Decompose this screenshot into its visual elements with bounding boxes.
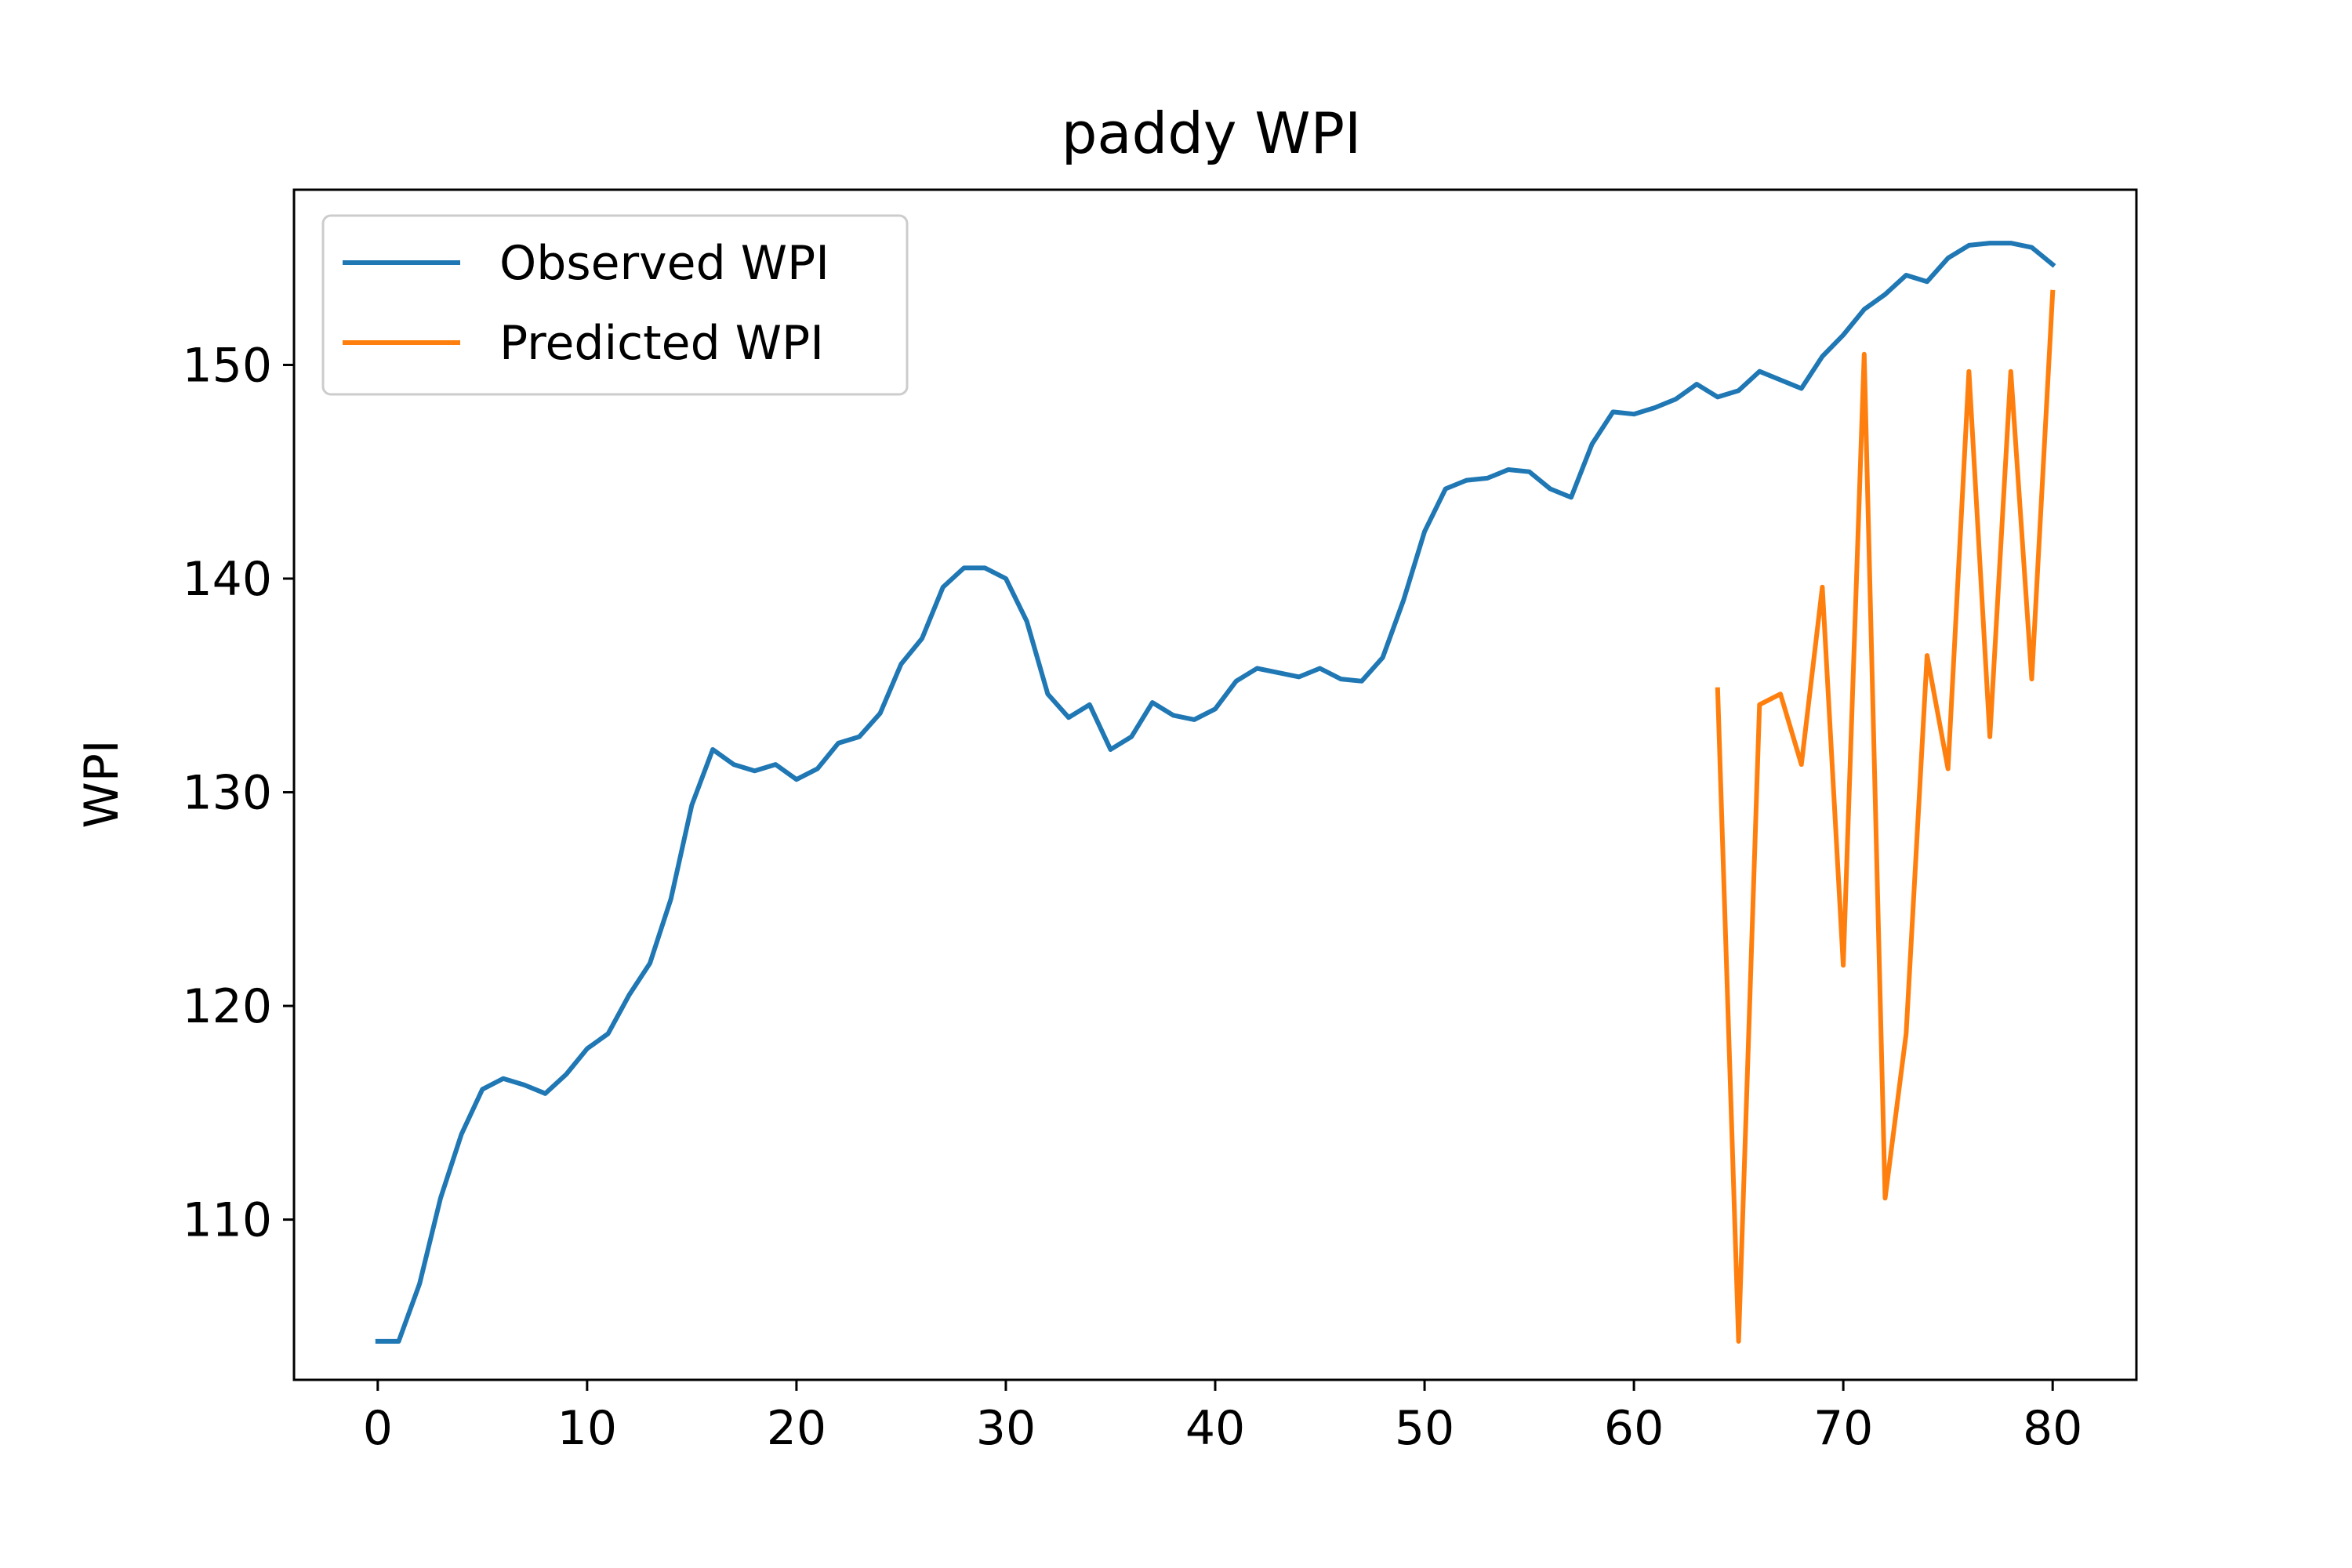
x-tick-label: 70 <box>1813 1401 1873 1456</box>
y-tick-label: 130 <box>182 766 272 821</box>
x-tick-label: 30 <box>976 1401 1036 1456</box>
series-line-2 <box>1715 289 2056 1344</box>
x-tick-label: 10 <box>557 1401 617 1456</box>
legend-box <box>321 214 909 396</box>
chart-title: paddy WPI <box>1062 100 1362 166</box>
axis-ticks: 0 10 20 30 40 50 60 70 80 110 120 130 140 150 <box>182 338 2082 1456</box>
series-line-1 <box>375 241 2056 1344</box>
y-tick-label: 150 <box>182 338 272 393</box>
x-tick-label: 80 <box>2023 1401 2082 1456</box>
y-tick-label: 110 <box>182 1193 272 1248</box>
y-tick-label: 140 <box>182 552 272 607</box>
legend-label-1: Observed WPI <box>499 236 829 291</box>
y-axis-label: WPI <box>74 739 129 828</box>
x-tick-label: 0 <box>363 1401 393 1456</box>
y-tick-label: 120 <box>182 979 272 1034</box>
legend-label-2: Predicted WPI <box>499 316 824 371</box>
x-tick-label: 60 <box>1604 1401 1664 1456</box>
legend: Observed WPI Predicted WPI <box>321 214 909 396</box>
x-tick-label: 50 <box>1395 1401 1454 1456</box>
x-tick-label: 20 <box>767 1401 826 1456</box>
x-tick-label: 40 <box>1185 1401 1245 1456</box>
